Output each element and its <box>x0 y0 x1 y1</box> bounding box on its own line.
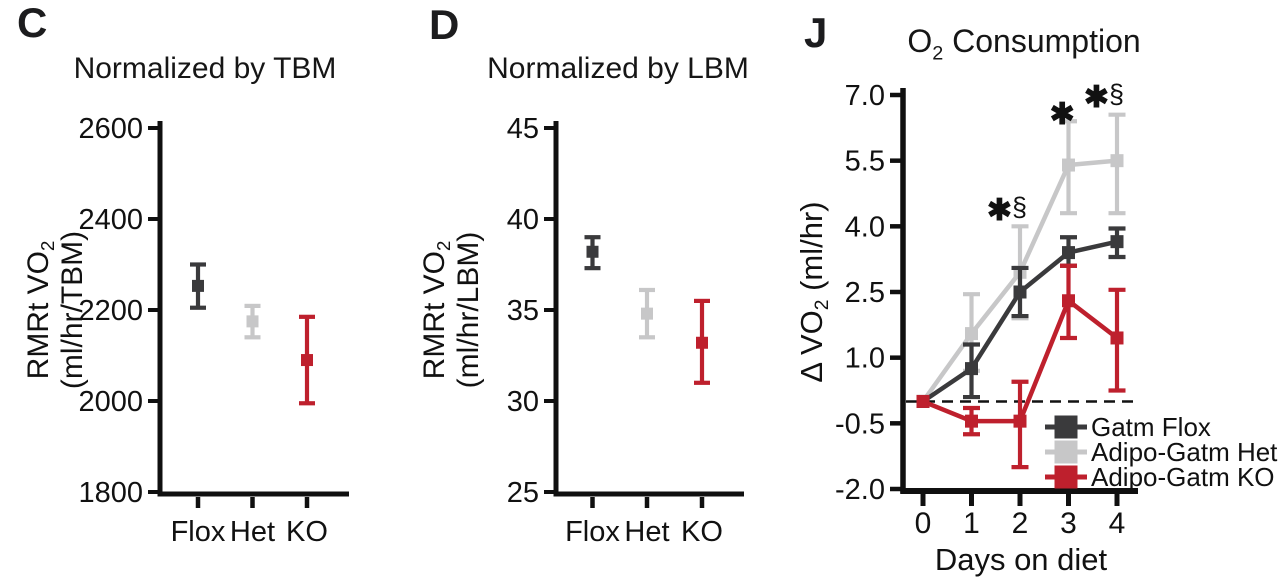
svg-text:KO: KO <box>286 516 328 548</box>
svg-text:45: 45 <box>507 113 539 145</box>
svg-text:2400: 2400 <box>78 204 143 236</box>
svg-text:(ml/hr/TBM): (ml/hr/TBM) <box>56 231 89 389</box>
svg-text:✱§: ✱§ <box>987 192 1027 227</box>
svg-text:3: 3 <box>1060 507 1077 540</box>
panel-j-label: J <box>804 9 828 56</box>
svg-text:Het: Het <box>624 516 669 548</box>
svg-text:Δ VO2 (ml/hr): Δ VO2 (ml/hr) <box>794 201 833 382</box>
svg-text:Flox: Flox <box>565 516 620 548</box>
svg-text:5.5: 5.5 <box>845 146 885 178</box>
panel-j-title: O2 Consumption <box>907 23 1141 65</box>
svg-text:30: 30 <box>507 386 539 418</box>
svg-text:2: 2 <box>1012 507 1029 540</box>
svg-text:25: 25 <box>507 477 539 509</box>
svg-text:1800: 1800 <box>78 477 143 509</box>
svg-text:RMRt VO2: RMRt VO2 <box>22 241 58 380</box>
svg-text:-0.5: -0.5 <box>835 408 885 440</box>
panel-d-label: D <box>429 1 460 48</box>
svg-text:1: 1 <box>963 507 980 540</box>
svg-text:RMRt VO2: RMRt VO2 <box>418 241 454 380</box>
svg-text:35: 35 <box>507 295 539 327</box>
svg-text:7.0: 7.0 <box>845 80 885 112</box>
svg-text:(ml/hr/LBM): (ml/hr/LBM) <box>452 232 485 389</box>
panel-d-title: Normalized by LBM <box>487 52 749 85</box>
svg-text:Flox: Flox <box>171 516 226 548</box>
panel-c-title: Normalized by TBM <box>73 52 337 85</box>
svg-text:Gatm Flox: Gatm Flox <box>1091 412 1211 442</box>
svg-text:4.0: 4.0 <box>845 211 885 243</box>
svg-text:0: 0 <box>915 507 932 540</box>
svg-text:Het: Het <box>230 516 275 548</box>
panel-c-label: C <box>17 0 48 46</box>
svg-text:✱: ✱ <box>1050 98 1075 131</box>
svg-text:Days on diet: Days on diet <box>935 542 1108 577</box>
svg-text:Adipo-Gatm KO: Adipo-Gatm KO <box>1091 462 1275 492</box>
svg-text:✱§: ✱§ <box>1084 79 1124 114</box>
svg-text:2000: 2000 <box>78 386 143 418</box>
svg-text:1.0: 1.0 <box>845 343 885 375</box>
svg-text:-2.0: -2.0 <box>835 474 885 506</box>
svg-text:KO: KO <box>681 516 723 548</box>
svg-text:40: 40 <box>507 204 539 236</box>
svg-text:2600: 2600 <box>78 113 143 145</box>
svg-text:Adipo-Gatm Het: Adipo-Gatm Het <box>1091 437 1278 467</box>
svg-text:2200: 2200 <box>78 295 143 327</box>
svg-text:4: 4 <box>1109 507 1126 540</box>
svg-text:2.5: 2.5 <box>845 277 885 309</box>
